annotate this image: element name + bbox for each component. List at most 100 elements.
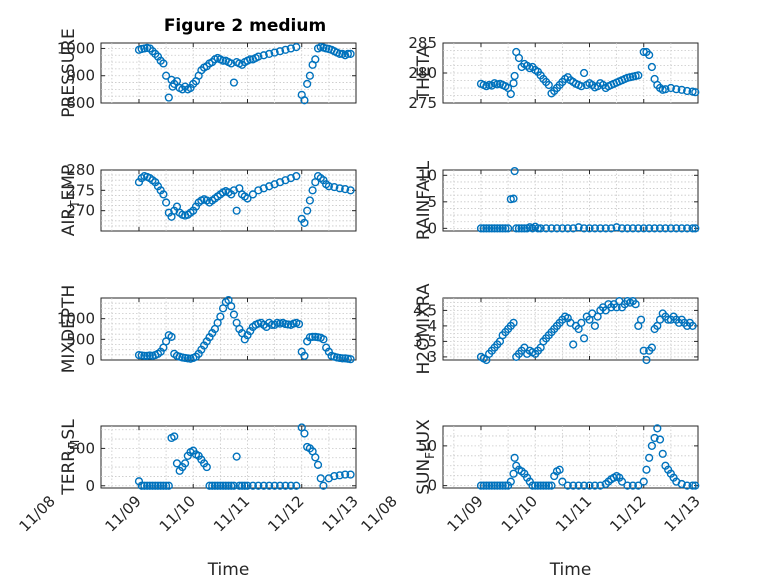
y-tick-label: 275 — [66, 181, 95, 199]
data-point-sun_flux — [634, 481, 643, 490]
data-point-terr_msl — [202, 462, 211, 472]
data-point-terr_msl — [224, 481, 233, 490]
y-axis-label: RAINFALL — [414, 160, 434, 240]
data-point-rainfall — [493, 224, 502, 233]
data-point-sun_flux — [536, 481, 545, 490]
data-point-theta — [645, 50, 654, 60]
data-point-sun_flux — [655, 435, 665, 444]
data-point-theta — [634, 71, 643, 80]
data-point-air_temp — [159, 190, 168, 199]
data-point-terr_msl — [232, 452, 241, 461]
data-point-air_temp — [308, 186, 317, 195]
x-tick-label: 11/08 — [16, 492, 59, 535]
data-point-terr_msl — [140, 481, 149, 490]
data-point-sun_flux — [642, 465, 651, 474]
y-tick-label: 4 — [427, 317, 437, 335]
data-point-sun_flux — [677, 479, 686, 489]
data-point-sun_flux — [493, 481, 502, 490]
data-point-rainfall — [482, 224, 491, 233]
data-point-theta — [506, 89, 515, 99]
data-point-sun_flux — [506, 477, 515, 486]
y-tick-label: 500 — [66, 330, 95, 348]
y-axis-label: H2OMIXRA — [414, 283, 434, 374]
x-tick-label: 11/12 — [264, 492, 307, 535]
y-tick-label: 4.5 — [413, 301, 437, 319]
data-point-rainfall — [558, 224, 567, 233]
data-point-sun_flux — [574, 481, 583, 490]
data-point-sun_flux — [531, 481, 540, 490]
data-point-air_temp — [303, 206, 312, 215]
data-point-sun_flux — [510, 453, 519, 462]
data-point-sun_flux — [683, 481, 692, 490]
data-point-theta — [579, 68, 589, 78]
data-point-sun_flux — [585, 481, 594, 490]
data-point-theta — [683, 86, 692, 96]
data-point-rainfall — [533, 224, 543, 233]
x-tick-label: 11/08 — [358, 492, 401, 535]
data-point-theta — [691, 88, 700, 97]
data-point-terr_msl — [335, 471, 344, 480]
data-point-terr_msl — [316, 474, 325, 483]
y-tick-label: 0 — [85, 351, 95, 369]
x-tick-label: 11/09 — [102, 492, 145, 535]
data-point-pressure — [311, 55, 320, 64]
data-point-pressure — [335, 49, 344, 59]
data-point-theta — [577, 82, 586, 91]
data-point-theta — [510, 71, 519, 81]
data-point-air_temp — [300, 218, 309, 227]
data-point-terr_msl — [145, 481, 154, 490]
data-point-rainfall — [655, 224, 665, 233]
data-point-air_temp — [232, 206, 241, 215]
y-tick-label: 0 — [85, 477, 95, 495]
data-point-sun_flux — [541, 481, 551, 490]
data-point-terr_msl — [286, 481, 295, 490]
data-point-air_temp — [346, 186, 355, 195]
data-point-rainfall — [574, 223, 583, 232]
y-tick-label: 0 — [427, 477, 437, 495]
data-point-sun_flux — [628, 481, 637, 490]
data-point-rainfall — [510, 166, 519, 176]
data-point-rainfall — [688, 224, 697, 233]
y-tick-label: 1000 — [57, 39, 95, 57]
data-point-sun_flux — [501, 481, 510, 490]
data-point-pressure — [229, 78, 239, 87]
data-point-rainfall — [672, 224, 681, 233]
data-point-sun_flux — [509, 469, 518, 478]
data-point-rainfall — [634, 224, 643, 233]
data-point-pressure — [343, 49, 352, 59]
data-point-pressure — [159, 59, 168, 68]
data-point-pressure — [300, 96, 309, 105]
data-point-rainfall — [563, 224, 572, 233]
data-point-sun_flux — [558, 477, 567, 486]
data-point-sun_flux — [617, 477, 627, 486]
data-point-air_temp — [335, 184, 344, 193]
y-tick-label: 3 — [427, 348, 437, 366]
data-point-h2omixra — [642, 355, 651, 365]
x-tick-label: 11/13 — [661, 492, 704, 535]
y-axis-label: SUNFLUX — [414, 419, 437, 495]
data-point-theta — [666, 83, 675, 93]
data-point-terr_msl — [243, 481, 252, 490]
data-point-terr_msl — [275, 481, 285, 490]
data-point-terr_msl — [341, 470, 350, 479]
data-point-h2omixra — [509, 318, 518, 327]
data-point-rainfall — [517, 224, 526, 233]
data-point-air_temp — [243, 194, 252, 203]
data-point-air_temp — [341, 185, 350, 194]
data-point-rainfall — [547, 224, 556, 233]
data-point-theta — [514, 53, 524, 63]
data-point-rainfall — [485, 224, 494, 233]
data-point-h2omixra — [590, 321, 600, 331]
data-point-terr_msl — [330, 471, 339, 481]
data-point-rainfall — [639, 224, 648, 233]
data-point-sun_flux — [579, 481, 589, 490]
data-point-sun_flux — [533, 481, 543, 490]
y-tick-label: 800 — [66, 94, 95, 112]
data-point-rainfall — [490, 224, 499, 233]
data-point-mixdepth — [294, 319, 304, 329]
subplot-terr_msl: 0 500 11/08 11/09 11/10 11/11 11/12 11/13 Time TE… — [16, 419, 362, 580]
data-point-sun_flux — [650, 433, 659, 443]
data-point-terr_msl — [240, 481, 249, 490]
